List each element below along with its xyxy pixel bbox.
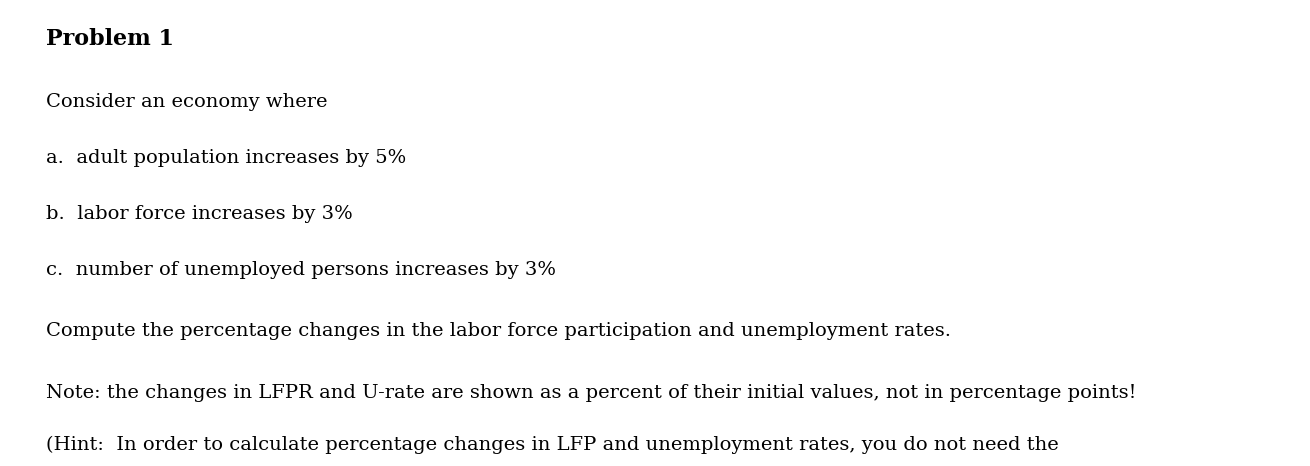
Text: Note: the changes in LFPR and U-rate are shown as a percent of their initial val: Note: the changes in LFPR and U-rate are…: [46, 384, 1136, 403]
Text: Compute the percentage changes in the labor force participation and unemployment: Compute the percentage changes in the la…: [46, 322, 951, 340]
Text: b.  labor force increases by 3%: b. labor force increases by 3%: [46, 205, 352, 223]
Text: Consider an economy where: Consider an economy where: [46, 93, 328, 111]
Text: (Hint:  In order to calculate percentage changes in LFP and unemployment rates, : (Hint: In order to calculate percentage …: [46, 436, 1058, 454]
Text: Problem 1: Problem 1: [46, 28, 174, 50]
Text: a.  adult population increases by 5%: a. adult population increases by 5%: [46, 149, 406, 167]
Text: c.  number of unemployed persons increases by 3%: c. number of unemployed persons increase…: [46, 261, 555, 279]
